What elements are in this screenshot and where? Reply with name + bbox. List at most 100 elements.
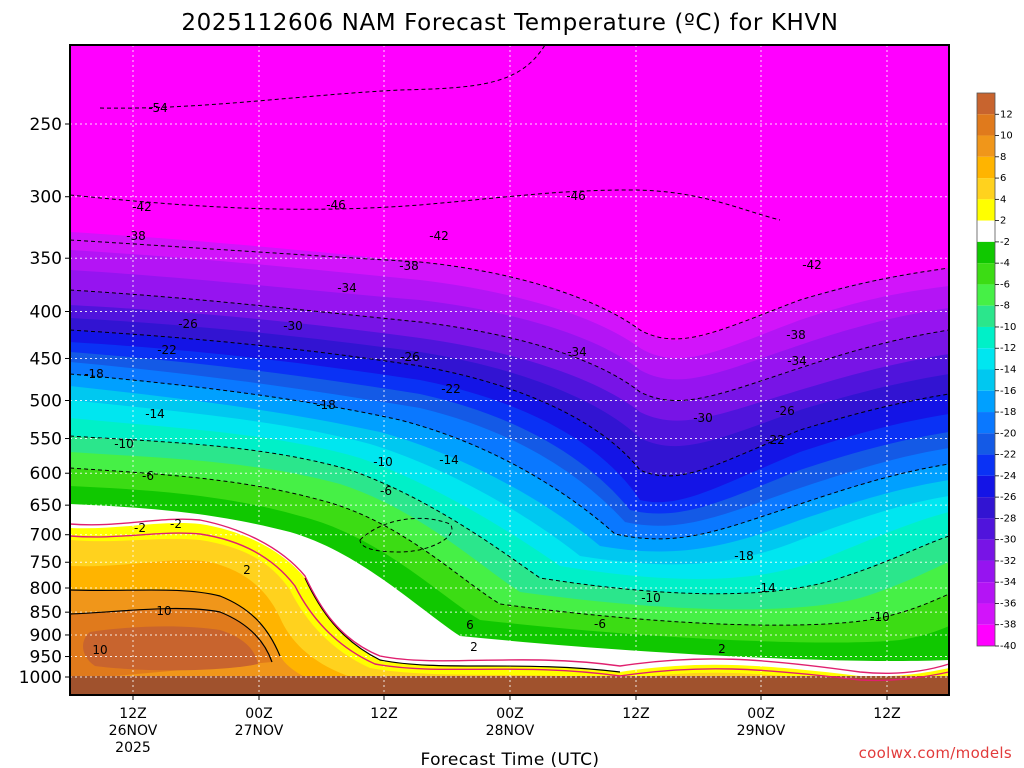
chart-title: 2025112606 NAM Forecast Temperature (ºC)… [181, 10, 838, 36]
y-tick-label: 500 [30, 392, 62, 412]
y-tick-label: 550 [30, 430, 62, 450]
colorbar-tick-label: -28 [1000, 513, 1016, 524]
colorbar-swatch [977, 220, 995, 242]
contour-label: -42 [429, 229, 449, 243]
contour-label: -22 [441, 382, 461, 396]
colorbar-swatch [977, 412, 995, 434]
y-tick-label: 650 [30, 496, 62, 516]
contour-label: -6 [594, 617, 606, 631]
x-tick-label: 00Z [496, 706, 523, 722]
y-tick-label: 1000 [19, 668, 62, 688]
y-tick-label: 400 [30, 302, 62, 322]
contour-label: -42 [802, 258, 822, 272]
contour-label: -22 [157, 343, 177, 357]
x-tick-label: 26NOV [109, 723, 158, 739]
colorbar-tick-label: -24 [1000, 471, 1016, 482]
y-tick-label: 300 [30, 188, 62, 208]
colorbar-swatch [977, 369, 995, 391]
y-tick-label: 950 [30, 648, 62, 668]
colorbar-tick-label: -32 [1000, 556, 1016, 567]
contour-label: -6 [142, 469, 154, 483]
contour-label: -46 [566, 189, 586, 203]
colorbar-swatch [977, 454, 995, 476]
contour-line-positive [69, 589, 281, 657]
x-tick-label: 12Z [873, 706, 900, 722]
x-tick-label: 2025 [115, 740, 151, 756]
x-tick-label: 00Z [245, 706, 272, 722]
colorbar-tick-label: -4 [1000, 258, 1010, 269]
x-tick-label: 29NOV [737, 723, 786, 739]
contour-label: 2 [243, 563, 251, 577]
colorbar-swatch [977, 284, 995, 306]
contour-lines [69, 44, 950, 682]
colorbar-tick-label: -10 [1000, 322, 1016, 333]
credit-link[interactable]: coolwx.com/models [859, 744, 1012, 762]
contour-label: -34 [567, 345, 587, 359]
colorbar-swatch [977, 241, 995, 264]
x-tick-label: 12Z [370, 706, 397, 722]
colorbar-swatch [977, 305, 995, 327]
colorbar-tick-label: -8 [1000, 301, 1010, 312]
colorbar-tick-label: -18 [1000, 407, 1016, 418]
colorbar: 12 10 8 6 4 2 -2 -4 -6 -8 -10 -12 -14 -16 -18 -20 -22 -24… [976, 92, 1016, 652]
contour-label: 2 [470, 640, 478, 654]
x-axis-label: Forecast Time (UTC) [421, 750, 600, 768]
colorbar-tick-label: 10 [1000, 131, 1013, 142]
contour-label: -18 [316, 398, 336, 412]
y-tick-label: 350 [30, 249, 62, 269]
colorbar-tick-label: -14 [1000, 365, 1016, 376]
contour-label: 6 [466, 618, 474, 632]
contour-label: -26 [400, 350, 420, 364]
x-tick-label: 12Z [119, 706, 146, 722]
contour-label: -10 [114, 437, 134, 451]
contour-label: -38 [126, 229, 146, 243]
contour-label: -30 [693, 411, 713, 425]
colorbar-swatch [977, 135, 995, 157]
colorbar-tick-label: -20 [1000, 428, 1016, 439]
colorbar-tick-label: 4 [1000, 194, 1006, 205]
contour-line-freezing [69, 532, 950, 682]
colorbar-swatch [977, 539, 995, 561]
contour-line-negative [69, 467, 950, 626]
contour-label: -26 [178, 317, 198, 331]
colorbar-tick-label: -26 [1000, 492, 1016, 503]
contour-label: -14 [439, 453, 459, 467]
contour-label: -38 [399, 259, 419, 273]
colorbar-tick-label: 8 [1000, 152, 1006, 163]
colorbar-swatch [977, 156, 995, 179]
colorbar-tick-label: 2 [1000, 216, 1006, 227]
colorbar-tick-label: -16 [1000, 386, 1016, 397]
contour-line-negative [69, 239, 950, 340]
colorbar-tick-label: -30 [1000, 535, 1016, 546]
colorbar-swatch [977, 326, 995, 349]
colorbar-tick-label: 12 [1000, 109, 1013, 120]
contour-label: 2 [718, 642, 726, 656]
colorbar-swatch [977, 114, 995, 136]
colorbar-swatch [977, 624, 995, 646]
colorbar-swatch [977, 433, 995, 455]
contour-line-negative [69, 189, 781, 221]
colorbar-swatch [977, 603, 995, 625]
contour-label: -14 [145, 407, 165, 421]
y-tick-label: 750 [30, 553, 62, 573]
x-tick-label: 27NOV [235, 723, 284, 739]
colorbar-swatch [977, 475, 995, 498]
contour-label: -10 [870, 610, 890, 624]
colorbar-swatch [977, 348, 995, 370]
colorbar-swatch [977, 582, 995, 604]
y-tick-label: 700 [30, 526, 62, 546]
contour-label: -38 [786, 328, 806, 342]
colorbar-tick-label: -6 [1000, 279, 1010, 290]
contour-label: -22 [765, 433, 785, 447]
colorbar-tick-label: -34 [1000, 577, 1016, 588]
contour-label: -54 [148, 101, 168, 115]
colorbar-tick-label: -12 [1000, 343, 1016, 354]
colorbar-tick-label: 6 [1000, 173, 1006, 184]
colorbar-swatch [977, 199, 995, 221]
colorbar-tick-label: -2 [1000, 237, 1010, 248]
contour-label: -2 [134, 521, 146, 535]
grid-lines [70, 45, 949, 695]
colorbar-swatch [977, 390, 995, 413]
contour-line-positive [304, 577, 621, 673]
